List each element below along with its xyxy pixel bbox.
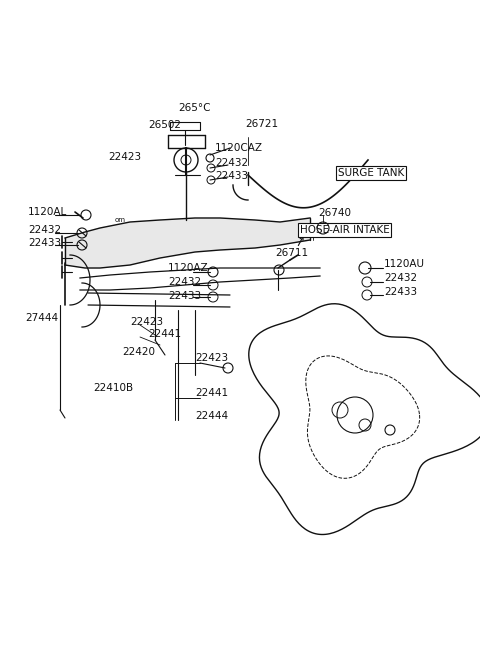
Text: 22444: 22444 — [195, 411, 228, 421]
Text: 1120AU: 1120AU — [384, 259, 425, 269]
Text: 22432: 22432 — [28, 225, 61, 235]
Text: 26502: 26502 — [148, 120, 181, 130]
Text: 22410B: 22410B — [93, 383, 133, 393]
Text: 22433: 22433 — [384, 287, 417, 297]
Text: 22433: 22433 — [28, 238, 61, 248]
Text: 22423: 22423 — [108, 152, 141, 162]
Text: 1120CAZ: 1120CAZ — [215, 143, 263, 153]
Text: 22432: 22432 — [384, 273, 417, 283]
Text: SURGE TANK: SURGE TANK — [338, 168, 404, 178]
Text: 22433: 22433 — [168, 291, 201, 301]
Text: 26711: 26711 — [275, 248, 308, 258]
Text: 22423: 22423 — [195, 353, 228, 363]
Text: 22432: 22432 — [168, 277, 201, 287]
Text: 1120AZ: 1120AZ — [168, 263, 209, 273]
Text: 27444: 27444 — [25, 313, 58, 323]
Text: 22441: 22441 — [148, 329, 181, 339]
Text: 1120AL: 1120AL — [28, 207, 67, 217]
Text: 26721: 26721 — [245, 119, 278, 129]
Text: 22441: 22441 — [195, 388, 228, 398]
Text: om: om — [115, 217, 126, 223]
Text: 26740: 26740 — [318, 208, 351, 218]
Text: HOSE-AIR INTAKE: HOSE-AIR INTAKE — [300, 225, 390, 235]
Text: 22420: 22420 — [122, 347, 155, 357]
Text: 22433: 22433 — [215, 171, 248, 181]
Text: 22432: 22432 — [215, 158, 248, 168]
Text: 265°C: 265°C — [178, 103, 211, 113]
Text: 22423: 22423 — [130, 317, 163, 327]
Polygon shape — [65, 218, 310, 268]
